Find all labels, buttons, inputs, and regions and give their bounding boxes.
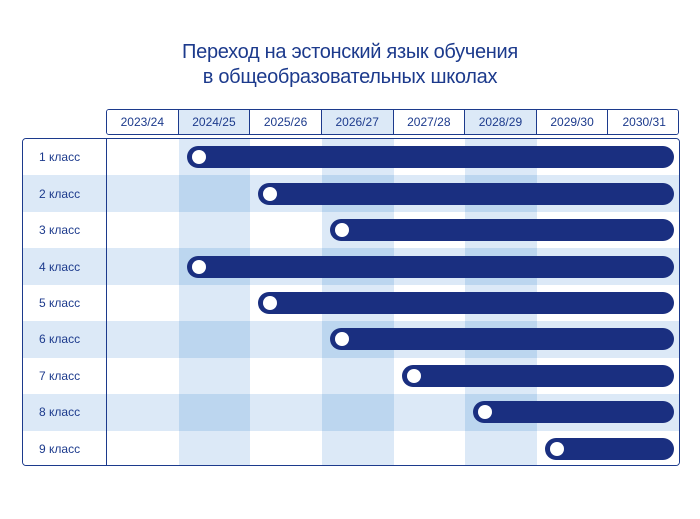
- grid-cell: [178, 211, 251, 249]
- year-header-cell: 2029/30: [536, 110, 609, 134]
- grid-cell: [250, 394, 322, 431]
- grid-cell: [178, 430, 251, 465]
- row-label: 6 класс: [39, 332, 81, 347]
- year-header-cell: 2024/25: [178, 110, 251, 134]
- start-marker-icon: [334, 332, 349, 347]
- row-label: 7 класс: [39, 368, 81, 383]
- row-label: 8 класс: [39, 405, 81, 420]
- start-marker-icon: [263, 186, 278, 201]
- label-divider: [106, 139, 107, 465]
- grid-cell: [107, 211, 179, 249]
- year-header-cell: 2023/24: [107, 110, 179, 134]
- year-header-cell: 2028/29: [465, 110, 537, 134]
- row-label: 1 класс: [39, 150, 81, 165]
- year-header-cell: 2030/31: [608, 110, 678, 134]
- year-header-cell: 2025/26: [250, 110, 322, 134]
- transition-bar: [544, 437, 674, 460]
- transition-bar: [258, 292, 674, 314]
- row-label-cell: [23, 321, 107, 358]
- grid-cell: [250, 430, 322, 465]
- row-label-cell: [23, 211, 107, 249]
- grid-cell: [178, 284, 251, 322]
- grid-cell: [178, 394, 251, 431]
- start-marker-icon: [549, 441, 564, 456]
- grid-cell: [107, 394, 179, 431]
- start-marker-icon: [406, 368, 421, 383]
- start-marker-icon: [191, 150, 206, 165]
- chart-title-line-1: Переход на эстонский язык обучения: [182, 41, 518, 63]
- grid-cell: [107, 284, 179, 322]
- grid-cell: [107, 248, 179, 285]
- grade-grid: 1 класс 2 класс 3 класс 4 класс 5 класс 6 кла…: [22, 138, 680, 466]
- grid-cell: [107, 175, 179, 212]
- grid-cell: [107, 430, 179, 465]
- transition-bar: [329, 219, 674, 242]
- row-label-cell: [23, 139, 107, 176]
- row-label: 4 класс: [39, 259, 81, 274]
- grid-cell: [178, 357, 251, 395]
- start-marker-icon: [478, 405, 493, 420]
- start-marker-icon: [263, 296, 278, 310]
- row-label-cell: [23, 394, 107, 431]
- row-label-cell: [23, 284, 107, 322]
- chart-title-line-2: в общеобразовательных школах: [202, 66, 498, 88]
- transition-bar: [473, 401, 674, 424]
- start-marker-icon: [334, 223, 349, 238]
- transition-bar: [401, 364, 674, 387]
- transition-bar: [258, 182, 674, 205]
- grid-cell: [250, 321, 322, 358]
- transition-bar: [186, 255, 674, 278]
- grid-cell: [321, 394, 394, 431]
- grid-cell: [321, 430, 394, 465]
- chart-title: Переход на эстонский язык обучения в общ…: [0, 40, 700, 90]
- year-header: 2023/24 2024/25 2025/26 2026/27 2027/28 2028/…: [106, 109, 679, 135]
- row-label-cell: [23, 175, 107, 212]
- grid-cell: [393, 394, 466, 431]
- grid-cell: [465, 430, 537, 465]
- grid-cell: [178, 321, 251, 358]
- transition-bar: [329, 328, 674, 351]
- year-header-cell: 2027/28: [393, 110, 466, 134]
- row-label-cell: [23, 430, 107, 465]
- grid-cell: [107, 321, 179, 358]
- grid-cell: [107, 357, 179, 395]
- grid-cell: [178, 175, 251, 212]
- grid-cell: [250, 357, 322, 395]
- row-label-cell: [23, 248, 107, 285]
- row-label-cell: [23, 357, 107, 395]
- row-label: 5 класс: [39, 295, 81, 310]
- grid-cell: [250, 211, 322, 249]
- start-marker-icon: [191, 259, 206, 274]
- grid-cell: [321, 357, 394, 395]
- grid-cell: [107, 139, 179, 176]
- row-label: 2 класс: [39, 186, 81, 201]
- year-header-cell: 2026/27: [321, 110, 394, 134]
- row-label: 3 класс: [39, 223, 81, 238]
- row-label: 9 класс: [39, 441, 81, 456]
- grid-cell: [393, 430, 466, 465]
- transition-bar: [186, 146, 674, 169]
